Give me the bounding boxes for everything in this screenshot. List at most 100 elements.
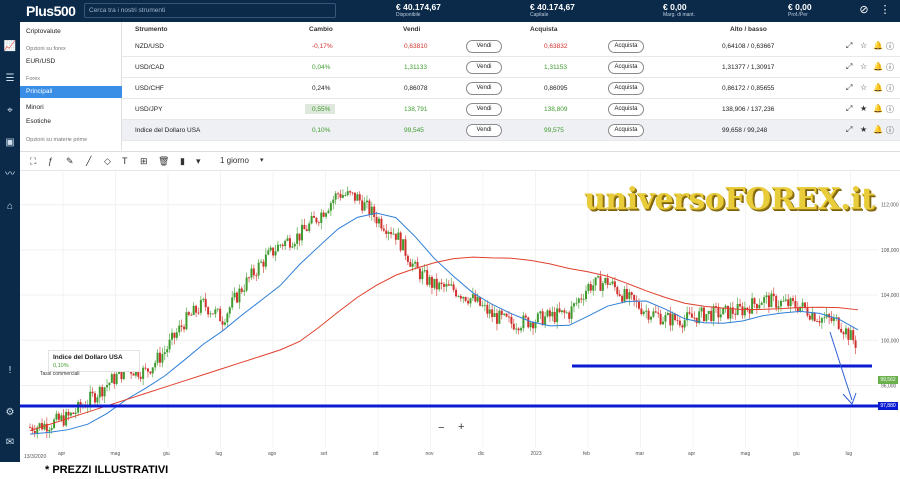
trend-icon[interactable]: ⤢ (846, 83, 853, 92)
star-icon[interactable]: ☆ (860, 41, 868, 50)
indicator-icon[interactable]: ƒ (48, 156, 54, 166)
price-chart[interactable]: 112,000 108,000 104,000 100,000 96,000 apr mag… (20, 172, 900, 462)
trend-nav-icon[interactable]: 〰 (5, 169, 15, 180)
candle-body (729, 307, 732, 319)
settings-nav-icon[interactable]: ⚙ (5, 407, 15, 418)
buy-button[interactable]: Acquista (608, 124, 644, 137)
buy-button[interactable]: Acquista (608, 103, 644, 116)
bell-icon[interactable]: 🔔 (873, 62, 883, 71)
text-tool-icon[interactable]: T (122, 156, 128, 166)
candle-body (332, 199, 335, 204)
candle-body (527, 317, 530, 328)
candle-body (820, 317, 823, 323)
alert-nav-icon[interactable]: ! (8, 365, 12, 376)
candle-body (700, 307, 703, 312)
sidebar-item-exotics[interactable]: Esotiche (26, 118, 51, 125)
timeframe-select[interactable]: 1 giorno (220, 156, 249, 165)
sidebar-item-majors[interactable]: Principali (20, 86, 122, 98)
trend-icon[interactable]: ⤢ (846, 41, 853, 50)
info-icon[interactable]: ⓘ (886, 63, 894, 72)
high-low-value: 0,86172 / 0,85655 (722, 85, 775, 92)
eye-off-icon[interactable]: ⊘ (859, 4, 869, 16)
candle-body (767, 295, 770, 308)
measure-icon[interactable]: ⊞ (140, 156, 148, 166)
bell-icon[interactable]: 🔔 (873, 41, 883, 50)
trend-icon[interactable]: ⤢ (846, 104, 853, 113)
candle-body (349, 191, 352, 193)
sell-button[interactable]: Vendi (466, 40, 502, 53)
chat-nav-icon[interactable]: ✉ (5, 437, 15, 448)
instruments-table: Strumento Cambio Vendi Acquista Alto / b… (122, 22, 900, 150)
draw-icon[interactable]: ✎ (66, 156, 74, 166)
table-row[interactable]: NZD/USD -0,17% 0,63810 Vendi 0,63832 Acquista… (122, 36, 900, 57)
table-row[interactable]: Indice del Dollaro USA 0,10% 99,545 Vendi 99… (122, 120, 900, 141)
sidebar-item-eurusd[interactable]: EUR/USD (26, 58, 56, 65)
bank-nav-icon[interactable]: ⌂ (6, 201, 14, 212)
chart-canvas[interactable]: 112,000 108,000 104,000 100,000 96,000 apr mag… (20, 172, 900, 462)
bell-icon[interactable]: 🔔 (873, 125, 883, 134)
chart-nav-icon[interactable]: 📈 (3, 41, 17, 52)
info-icon[interactable]: ⓘ (886, 42, 894, 51)
table-row[interactable]: USD/CHF 0,24% 0,86078 Vendi 0,86095 Acquista 0… (122, 78, 900, 99)
trend-icon[interactable]: ⤢ (846, 62, 853, 71)
candle-body (467, 300, 470, 304)
buy-button[interactable]: Acquista (608, 61, 644, 74)
trend-icon[interactable]: ⤢ (846, 125, 853, 134)
change-highlight (305, 104, 335, 114)
buy-button[interactable]: Acquista (608, 40, 644, 53)
line-tool-icon[interactable]: ╱ (86, 156, 92, 166)
star-icon[interactable]: ★ (860, 104, 868, 113)
candle-body (686, 312, 689, 321)
candle-body (748, 309, 751, 314)
sell-button[interactable]: Vendi (466, 124, 502, 137)
candle-body (414, 261, 417, 264)
menu-icon[interactable]: ⋮ (879, 4, 891, 16)
timeframe-chevron-icon[interactable]: ▾ (260, 157, 264, 164)
table-row[interactable]: USD/JPY 0,55% 138,791 Vendi 138,809 Acquista 1… (122, 99, 900, 120)
info-icon[interactable]: ⓘ (886, 126, 894, 135)
sell-button[interactable]: Vendi (466, 61, 502, 74)
star-icon[interactable]: ☆ (860, 62, 868, 71)
info-icon[interactable]: ⓘ (886, 105, 894, 114)
sidebar-item-minors[interactable]: Minori (26, 104, 44, 111)
candle-body (202, 298, 205, 300)
shapes-icon[interactable]: ◇ (104, 156, 111, 166)
search-input[interactable]: Cerca tra i nostri strumenti (84, 3, 336, 18)
star-icon[interactable]: ★ (860, 125, 868, 134)
candle-body (98, 386, 101, 398)
buy-button[interactable]: Acquista (608, 82, 644, 95)
sidebar-item-crypto[interactable]: Criptovalute (26, 28, 61, 35)
candle-body (775, 296, 778, 308)
fullscreen-icon[interactable]: ⛶ (30, 156, 37, 166)
candle-body (385, 230, 388, 234)
info-icon[interactable]: ⓘ (886, 84, 894, 93)
chart-type-chevron-icon[interactable]: ▾ (196, 156, 201, 166)
candle-body (498, 310, 501, 324)
table-row[interactable]: USD/CAD 0,04% 1,31133 Vendi 1,31153 Acquista 1… (122, 57, 900, 78)
zoom-out-button[interactable]: − (438, 422, 445, 434)
zoom-in-button[interactable]: + (458, 421, 465, 433)
candle-body (195, 305, 198, 313)
candle-body (74, 412, 77, 414)
trash-icon[interactable]: 🗑 (158, 156, 170, 166)
candle-body (823, 317, 826, 319)
instrument-name: NZD/USD (135, 43, 164, 50)
candle-body (243, 290, 246, 292)
candle-body (382, 228, 385, 231)
x-tick-label: mag (741, 451, 751, 457)
chart-type-icon[interactable]: ▮ (180, 156, 185, 166)
candle-body (818, 321, 821, 323)
star-icon[interactable]: ☆ (860, 83, 868, 92)
sell-button[interactable]: Vendi (466, 82, 502, 95)
briefcase-nav-icon[interactable]: ▣ (5, 137, 15, 148)
candle-body (298, 233, 301, 241)
bell-icon[interactable]: 🔔 (873, 104, 883, 113)
list-nav-icon[interactable]: ☰ (5, 73, 15, 84)
tag-nav-icon[interactable]: ⌖ (7, 105, 13, 116)
instrument-name: USD/JPY (135, 106, 163, 113)
sell-button[interactable]: Vendi (466, 103, 502, 116)
bell-icon[interactable]: 🔔 (873, 83, 883, 92)
candle-body (784, 299, 787, 301)
change-value: 0,24% (312, 85, 331, 92)
candle-body (835, 317, 838, 319)
